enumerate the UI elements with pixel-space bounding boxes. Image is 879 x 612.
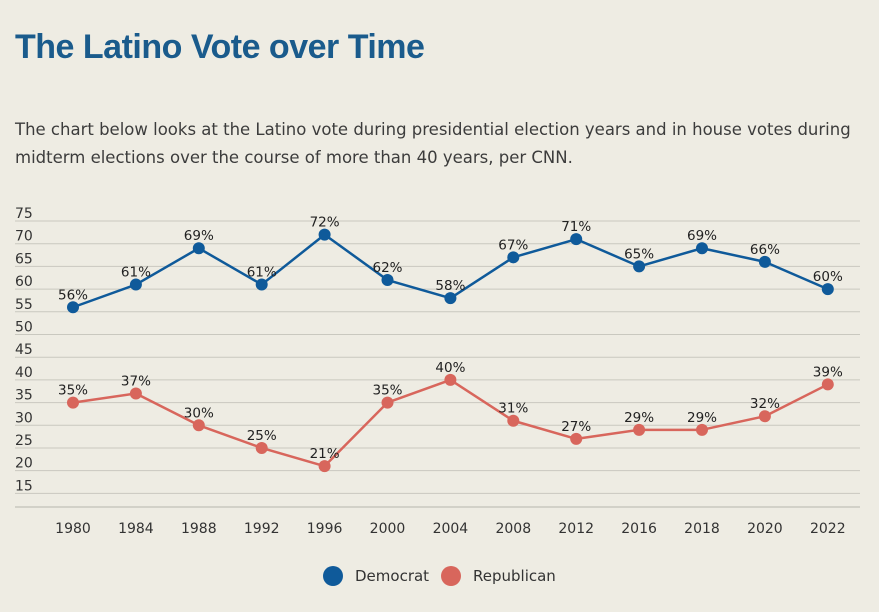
democrat-data-label: 65% (624, 246, 654, 262)
x-tick-label: 2018 (684, 521, 720, 537)
republican-data-label: 39% (813, 364, 843, 380)
democrat-data-label: 58% (435, 278, 465, 294)
democrat-data-label: 62% (372, 260, 402, 276)
democrat-data-label: 69% (687, 228, 717, 244)
democrat-point (192, 242, 205, 255)
x-tick-label: 2008 (495, 521, 531, 537)
democrat-data-label: 69% (184, 228, 214, 244)
legend-label-democrat: Democrat (355, 567, 430, 585)
democrat-point (821, 283, 834, 296)
republican-point (507, 414, 520, 427)
democrat-data-label: 66% (750, 242, 780, 258)
republican-point (633, 423, 646, 436)
republican-data-label: 30% (184, 405, 214, 421)
republican-point (129, 387, 142, 400)
x-tick-label: 2004 (433, 521, 469, 537)
republican-data-label: 32% (750, 396, 780, 412)
democrat-point (570, 233, 583, 246)
republican-point (570, 432, 583, 445)
x-tick-label: 2020 (747, 521, 783, 537)
y-tick-label: 35 (15, 388, 33, 404)
republican-data-label: 25% (247, 428, 277, 444)
democrat-data-label: 71% (561, 219, 591, 235)
x-tick-label: 1984 (118, 521, 154, 537)
legend-swatch-republican (441, 566, 461, 586)
page-title: The Latino Vote over Time (15, 28, 425, 66)
x-tick-label: 1980 (55, 521, 91, 537)
x-tick-label: 2022 (810, 521, 846, 537)
democrat-point (507, 251, 520, 264)
x-tick-label: 1988 (181, 521, 217, 537)
republican-point (192, 419, 205, 432)
y-tick-label: 30 (15, 410, 33, 426)
republican-data-label: 35% (58, 383, 88, 399)
y-tick-label: 15 (15, 478, 33, 494)
y-tick-label: 75 (15, 206, 33, 222)
republican-data-label: 29% (687, 410, 717, 426)
democrat-point (633, 260, 646, 273)
y-tick-label: 25 (15, 433, 33, 449)
x-tick-label: 2012 (558, 521, 594, 537)
republican-point (444, 373, 457, 386)
republican-point (318, 460, 331, 473)
y-tick-label: 60 (15, 274, 33, 290)
democrat-data-label: 60% (813, 269, 843, 285)
democrat-data-label: 72% (310, 215, 340, 231)
legend-swatch-democrat (323, 566, 343, 586)
democrat-point (696, 242, 708, 255)
x-tick-label: 1996 (307, 521, 343, 537)
democrat-point (129, 278, 142, 291)
democrat-data-label: 61% (121, 265, 151, 281)
y-tick-label: 65 (15, 251, 33, 267)
republican-data-label: 21% (310, 446, 340, 462)
democrat-point (381, 274, 394, 287)
democrat-point (255, 278, 268, 291)
republican-point (255, 441, 268, 454)
y-tick-label: 40 (15, 365, 33, 381)
democrat-data-label: 56% (58, 287, 88, 303)
republican-point (67, 396, 79, 409)
republican-data-label: 40% (435, 360, 465, 376)
page-subtitle: The chart below looks at the Latino vote… (15, 120, 851, 167)
y-tick-label: 70 (15, 229, 33, 245)
democrat-point (758, 255, 771, 268)
y-tick-label: 50 (15, 319, 33, 335)
legend-item-republican: Republican (441, 566, 556, 586)
republican-point (758, 410, 771, 423)
x-tick-label: 2016 (621, 521, 657, 537)
democrat-data-label: 67% (498, 237, 528, 253)
y-tick-label: 45 (15, 342, 33, 358)
x-tick-label: 1992 (244, 521, 280, 537)
republican-point (381, 396, 394, 409)
legend-item-democrat: Democrat (323, 566, 429, 586)
line-chart: 15 20 25 30 35 40 45 50 55 60 65 70 75 1980 1984 1988 19… (15, 206, 860, 537)
democrat-data-label: 61% (247, 265, 277, 281)
republican-data-label: 37% (121, 374, 151, 390)
x-tick-label: 2000 (370, 521, 406, 537)
y-tick-label: 20 (15, 456, 33, 472)
republican-data-label: 29% (624, 410, 654, 426)
democrat-point (318, 228, 331, 241)
y-tick-label: 55 (15, 297, 33, 313)
chart-legend: Democrat Republican (0, 566, 879, 596)
republican-point (696, 423, 708, 436)
republican-point (821, 378, 834, 391)
legend-label-republican: Republican (473, 567, 556, 585)
democrat-point (444, 292, 457, 305)
republican-data-label: 35% (372, 383, 402, 399)
republican-data-label: 31% (498, 401, 528, 417)
democrat-point (67, 301, 79, 314)
republican-data-label: 27% (561, 419, 591, 435)
